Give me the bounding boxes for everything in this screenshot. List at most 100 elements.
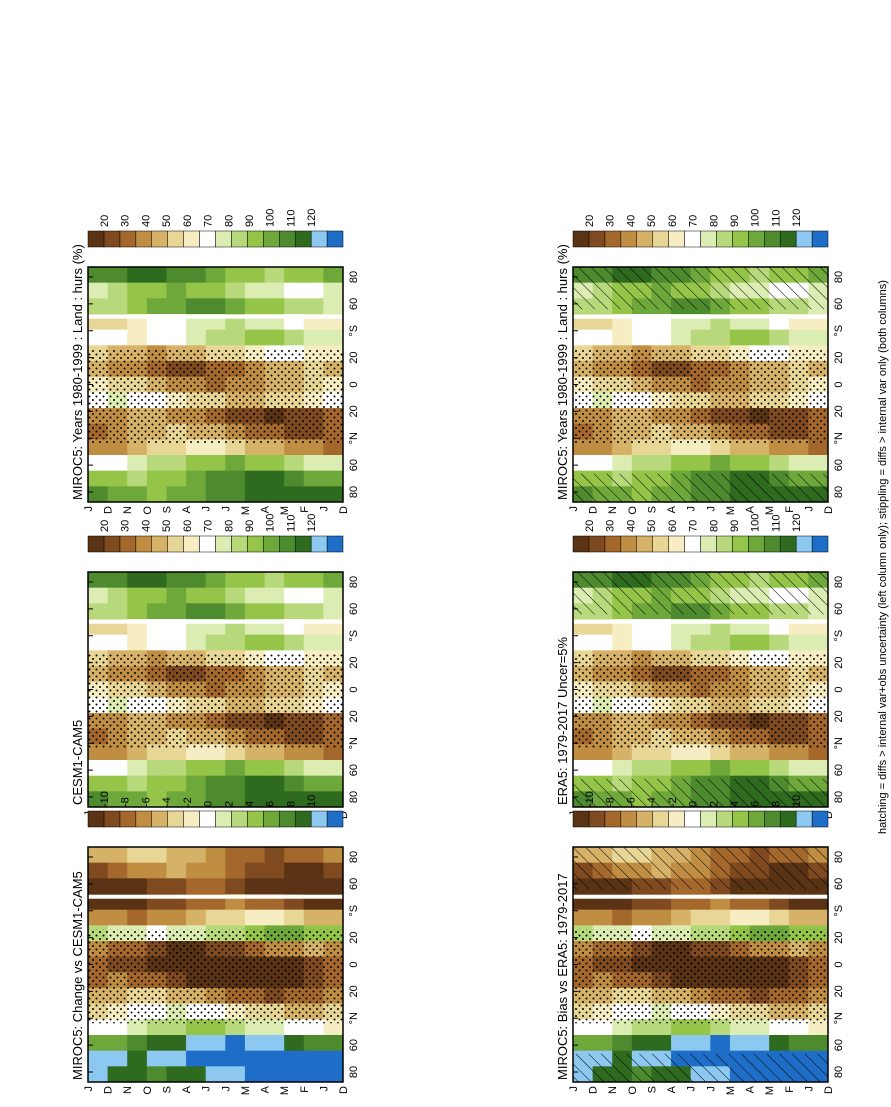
colorbar-swatch [572,810,590,828]
heatmap-cell [690,329,711,346]
colorbar-label: 90 [244,520,256,532]
x-tick-label: A [181,1085,193,1093]
heatmap-cell [225,877,246,894]
heatmap-cell [127,297,148,314]
colorbar-label: 70 [688,520,700,532]
heatmap-cell [244,775,265,792]
heatmap-cell [146,1050,167,1067]
heatmap-cell [127,602,148,619]
heatmap-cell [127,862,148,879]
heatmap-cell [186,790,207,807]
heatmap-cell [592,634,613,651]
heatmap-cell [264,485,285,502]
colorbar-swatch [795,810,813,828]
heatmap-cell [166,571,187,588]
x-tick-label: A [745,1085,757,1093]
x-tick-label: D [823,1086,835,1094]
heatmap-cell [88,759,109,776]
heatmap-cell [264,1050,285,1067]
heatmap-cell [749,759,770,776]
heatmap-cell [284,846,305,863]
heatmap-cell [631,634,652,651]
colorbar-swatch [748,810,765,828]
colorbar-label: 4 [244,801,256,807]
colorbar-swatch [588,810,606,828]
heatmap-cell [651,454,672,471]
colorbar-swatch [811,535,829,553]
colorbar-label: 40 [140,520,152,532]
colorbar-swatch [87,535,105,553]
heatmap-cell [127,266,148,283]
heatmap-cell [244,634,265,651]
heatmap-cell [146,485,167,502]
y-tick-label: 60 [348,603,360,615]
colorbar-label: 80 [223,520,235,532]
colorbar-label: 60 [182,215,194,227]
heatmap-cell [186,485,207,502]
heatmap-cell [146,297,167,314]
x-tick-label: A [260,505,272,513]
heatmap-cell [225,1034,246,1051]
heatmap-cell [323,470,344,487]
x-tick-label: D [823,811,835,819]
colorbar-swatch [247,810,264,828]
colorbar-swatch [764,230,781,248]
y-tick-label: 20 [833,352,845,364]
heatmap-cell [186,634,207,651]
heatmap-cell [88,775,109,792]
colorbar: 120 110 100 90 80 70 60 50 40 30 20 [572,514,829,553]
hatch-overlay [573,1053,828,1082]
gap-band [573,619,828,624]
heatmap-cell [166,862,187,879]
colorbar-swatch [279,230,296,248]
heatmap-cell [166,602,187,619]
y-tick-label: 0 [348,381,360,387]
y-tick-label: 80 [348,271,360,283]
heatmap-cell [107,790,128,807]
heatmap-cell [107,634,128,651]
x-tick-label: M [279,506,291,515]
colorbar-swatch [588,230,606,248]
heatmap-cell [264,1034,285,1051]
heatmap-cell [631,909,652,926]
heatmap-cell [186,587,207,604]
heatmap-cell [788,909,809,926]
heatmap-cell [127,790,148,807]
heatmap-cell [303,470,324,487]
heatmap-cell [205,1050,226,1067]
heatmap-cell [303,790,324,807]
heatmap-cell [690,454,711,471]
colorbar-swatch [636,810,653,828]
heatmap-cell [107,877,128,894]
heatmap-cell [107,266,128,283]
heatmap-cell [788,454,809,471]
gap-band [573,314,828,319]
x-tick-label: J [201,1086,213,1092]
heatmap-cell [88,790,109,807]
colorbar-label: 8 [770,801,782,807]
y-tick-label: 20 [833,657,845,669]
colorbar-label: -4 [646,797,658,807]
heatmap-cell [146,1065,167,1082]
heatmap-cell [769,454,790,471]
colorbar-label: 6 [265,801,277,807]
heatmap-cell [107,571,128,588]
y-tick-label: 60 [348,764,360,776]
heatmap-cell [127,1050,148,1067]
colorbar-swatch [326,230,344,248]
y-tick-label: °S [348,325,360,337]
heatmap-cell [244,759,265,776]
heatmap-cell [671,329,692,346]
colorbar-swatch [779,810,797,828]
colorbar-label: 90 [244,215,256,227]
colorbar-swatch [795,230,813,248]
colorbar-label: 50 [646,215,658,227]
x-tick-label: J [568,506,580,512]
x-tick-label: D [103,506,115,514]
x-tick-label: O [627,1086,639,1095]
colorbar-swatch [167,810,184,828]
x-tick-label: S [161,506,173,513]
heatmap-cell [166,297,187,314]
colorbar-swatch [103,810,121,828]
colorbar-swatch [263,810,280,828]
